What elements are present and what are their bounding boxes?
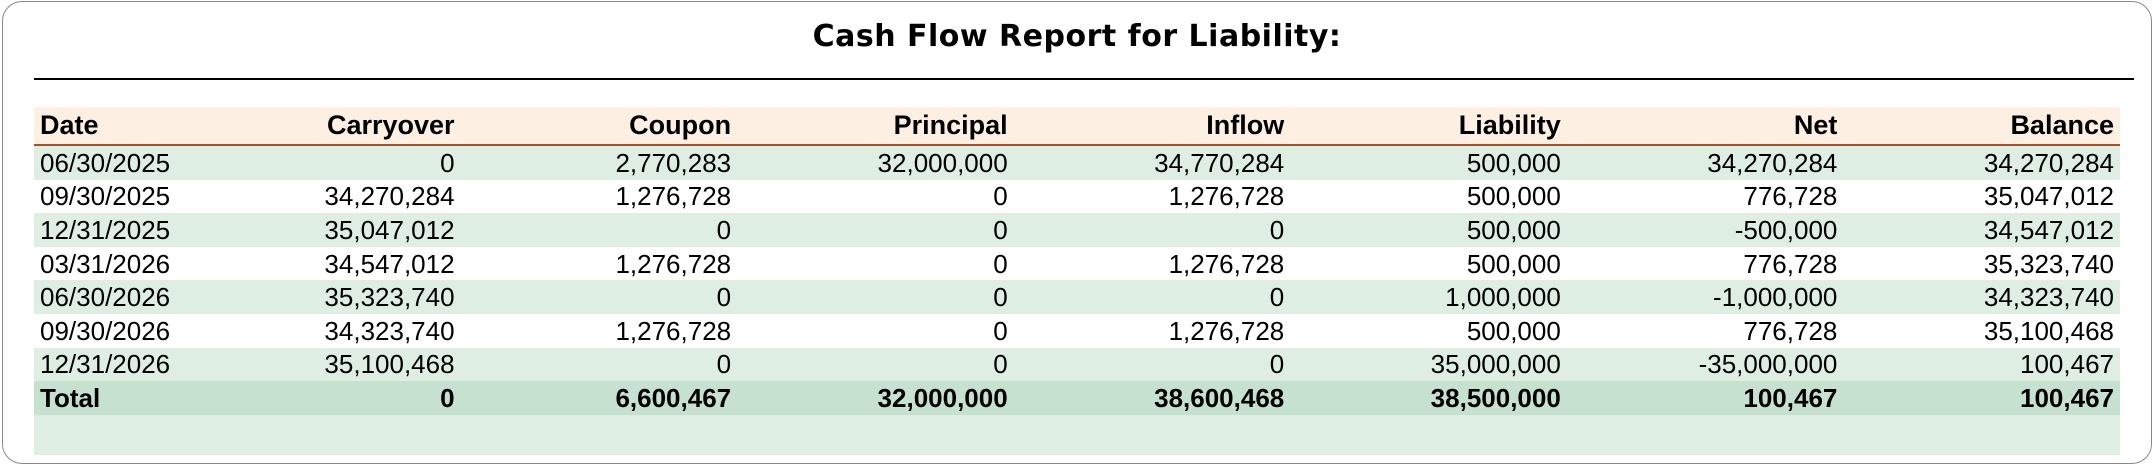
cash-flow-table: Date Carryover Coupon Principal Inflow L… bbox=[34, 107, 2120, 456]
cell-net: -35,000,000 bbox=[1566, 347, 1844, 382]
cell-principal: 32,000,000 bbox=[737, 145, 1014, 180]
table-footer-spacer bbox=[34, 415, 2120, 456]
column-header-date: Date bbox=[34, 107, 184, 146]
cell-net: 776,728 bbox=[1566, 246, 1844, 281]
column-header-principal: Principal bbox=[737, 107, 1014, 146]
cell-net: -1,000,000 bbox=[1566, 280, 1844, 314]
cell-net: 776,728 bbox=[1566, 179, 1844, 214]
cell-date: 09/30/2026 bbox=[34, 313, 184, 348]
column-header-carryover: Carryover bbox=[184, 107, 461, 146]
cell-liability: 1,000,000 bbox=[1290, 280, 1567, 314]
cell-carryover: 34,270,284 bbox=[184, 179, 461, 214]
cell-principal: 0 bbox=[737, 313, 1014, 348]
cell-liability: 500,000 bbox=[1290, 246, 1567, 281]
table-row: 06/30/2026 35,323,740 0 0 0 1,000,000 -1… bbox=[34, 280, 2120, 314]
total-balance: 100,467 bbox=[1843, 381, 2120, 416]
table-row: 12/31/2026 35,100,468 0 0 0 35,000,000 -… bbox=[34, 347, 2120, 382]
cell-liability: 500,000 bbox=[1290, 145, 1567, 180]
cell-coupon: 1,276,728 bbox=[460, 313, 738, 348]
table-row: 12/31/2025 35,047,012 0 0 0 500,000 -500… bbox=[34, 213, 2120, 247]
column-header-inflow: Inflow bbox=[1013, 107, 1291, 146]
cell-inflow: 1,276,728 bbox=[1013, 246, 1291, 281]
report-title: Cash Flow Report for Liability: bbox=[812, 19, 1342, 54]
table-row: 03/31/2026 34,547,012 1,276,728 0 1,276,… bbox=[34, 246, 2120, 281]
cell-principal: 0 bbox=[737, 179, 1014, 214]
cell-carryover: 34,547,012 bbox=[184, 246, 461, 281]
cell-date: 03/31/2026 bbox=[34, 246, 184, 281]
cell-inflow: 0 bbox=[1013, 213, 1291, 247]
table-body: 06/30/2025 0 2,770,283 32,000,000 34,770… bbox=[34, 145, 2120, 456]
cell-date: 06/30/2026 bbox=[34, 280, 184, 314]
cell-net: 34,270,284 bbox=[1566, 145, 1844, 180]
cell-principal: 0 bbox=[737, 213, 1014, 247]
cell-principal: 0 bbox=[737, 246, 1014, 281]
total-row: Total 0 6,600,467 32,000,000 38,600,468 … bbox=[34, 381, 2120, 416]
total-carryover: 0 bbox=[184, 381, 461, 416]
cell-inflow: 34,770,284 bbox=[1013, 145, 1291, 180]
cell-carryover: 0 bbox=[184, 145, 461, 180]
total-coupon: 6,600,467 bbox=[460, 381, 738, 416]
cell-balance: 34,323,740 bbox=[1843, 280, 2120, 314]
cell-net: 776,728 bbox=[1566, 313, 1844, 348]
cell-date: 12/31/2026 bbox=[34, 347, 184, 382]
column-header-liability: Liability bbox=[1290, 107, 1567, 146]
cell-date: 09/30/2025 bbox=[34, 179, 184, 214]
cell-principal: 0 bbox=[737, 280, 1014, 314]
column-header-balance: Balance bbox=[1843, 107, 2120, 146]
total-inflow: 38,600,468 bbox=[1013, 381, 1291, 416]
table-row: 09/30/2026 34,323,740 1,276,728 0 1,276,… bbox=[34, 313, 2120, 348]
cell-inflow: 1,276,728 bbox=[1013, 313, 1291, 348]
cell-carryover: 34,323,740 bbox=[184, 313, 461, 348]
total-principal: 32,000,000 bbox=[737, 381, 1014, 416]
column-header-net: Net bbox=[1566, 107, 1844, 146]
total-net: 100,467 bbox=[1566, 381, 1844, 416]
cell-coupon: 1,276,728 bbox=[460, 179, 738, 214]
table-row: 09/30/2025 34,270,284 1,276,728 0 1,276,… bbox=[34, 179, 2120, 214]
total-label: Total bbox=[34, 381, 184, 416]
cell-coupon: 1,276,728 bbox=[460, 246, 738, 281]
cell-balance: 34,270,284 bbox=[1843, 145, 2120, 180]
cell-coupon: 0 bbox=[460, 213, 738, 247]
cell-balance: 35,047,012 bbox=[1843, 179, 2120, 214]
cell-balance: 35,100,468 bbox=[1843, 313, 2120, 348]
title-divider bbox=[34, 78, 2134, 80]
cell-liability: 500,000 bbox=[1290, 179, 1567, 214]
cell-coupon: 0 bbox=[460, 347, 738, 382]
cell-balance: 35,323,740 bbox=[1843, 246, 2120, 281]
cell-balance: 34,547,012 bbox=[1843, 213, 2120, 247]
cell-carryover: 35,047,012 bbox=[184, 213, 461, 247]
cell-inflow: 0 bbox=[1013, 280, 1291, 314]
cell-liability: 35,000,000 bbox=[1290, 347, 1567, 382]
cell-carryover: 35,100,468 bbox=[184, 347, 461, 382]
cell-balance: 100,467 bbox=[1843, 347, 2120, 382]
cell-coupon: 2,770,283 bbox=[460, 145, 738, 180]
cell-inflow: 0 bbox=[1013, 347, 1291, 382]
cell-date: 06/30/2025 bbox=[34, 145, 184, 180]
cell-liability: 500,000 bbox=[1290, 213, 1567, 247]
column-header-coupon: Coupon bbox=[460, 107, 738, 146]
cell-net: -500,000 bbox=[1566, 213, 1844, 247]
cell-coupon: 0 bbox=[460, 280, 738, 314]
total-liability: 38,500,000 bbox=[1290, 381, 1567, 416]
cell-liability: 500,000 bbox=[1290, 313, 1567, 348]
cell-carryover: 35,323,740 bbox=[184, 280, 461, 314]
table-row: 06/30/2025 0 2,770,283 32,000,000 34,770… bbox=[34, 145, 2120, 180]
cell-date: 12/31/2025 bbox=[34, 213, 184, 247]
table-header-row: Date Carryover Coupon Principal Inflow L… bbox=[34, 107, 2120, 146]
cell-inflow: 1,276,728 bbox=[1013, 179, 1291, 214]
cell-principal: 0 bbox=[737, 347, 1014, 382]
